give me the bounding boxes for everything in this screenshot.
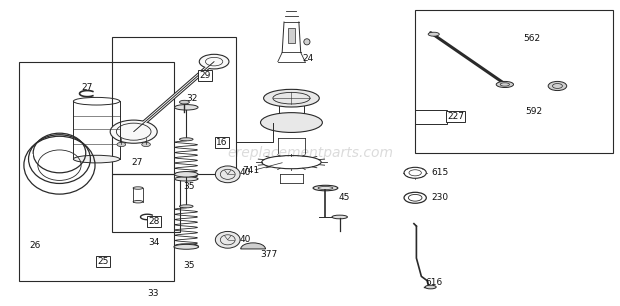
- Ellipse shape: [332, 215, 347, 219]
- Text: 40: 40: [240, 235, 251, 244]
- Circle shape: [110, 120, 157, 143]
- Bar: [19, 62, 174, 281]
- Ellipse shape: [174, 244, 198, 249]
- Text: 615: 615: [432, 168, 448, 177]
- Ellipse shape: [174, 177, 198, 181]
- Ellipse shape: [179, 100, 189, 104]
- Ellipse shape: [174, 105, 198, 110]
- Bar: [288, 28, 295, 43]
- Ellipse shape: [313, 185, 338, 191]
- Bar: [415, 10, 613, 153]
- Ellipse shape: [304, 39, 310, 45]
- Ellipse shape: [215, 231, 240, 248]
- Text: 25: 25: [97, 257, 108, 266]
- Ellipse shape: [179, 138, 193, 141]
- Ellipse shape: [496, 81, 513, 88]
- Text: 592: 592: [525, 107, 542, 116]
- Ellipse shape: [133, 187, 143, 189]
- Ellipse shape: [428, 32, 440, 36]
- Ellipse shape: [73, 155, 120, 163]
- Text: 16: 16: [216, 138, 228, 147]
- Ellipse shape: [174, 244, 198, 248]
- Text: 29: 29: [199, 71, 211, 80]
- Ellipse shape: [174, 172, 198, 177]
- Text: 24: 24: [303, 54, 314, 63]
- Text: 35: 35: [183, 182, 195, 191]
- Bar: [112, 37, 236, 174]
- Text: 27: 27: [131, 158, 143, 167]
- Text: 377: 377: [260, 250, 278, 259]
- Text: 40: 40: [240, 168, 251, 177]
- Text: 34: 34: [148, 238, 159, 247]
- Bar: [415, 110, 448, 124]
- Ellipse shape: [264, 89, 319, 107]
- Text: 741: 741: [242, 166, 259, 175]
- Ellipse shape: [215, 166, 240, 183]
- Text: 45: 45: [339, 193, 350, 202]
- Text: ereplacementparts.com: ereplacementparts.com: [227, 146, 393, 160]
- Circle shape: [117, 142, 126, 147]
- Circle shape: [199, 54, 229, 69]
- Text: 227: 227: [447, 112, 464, 121]
- Ellipse shape: [179, 205, 193, 208]
- Text: 26: 26: [29, 241, 40, 250]
- Text: 230: 230: [432, 193, 448, 202]
- Text: 562: 562: [523, 34, 540, 43]
- Text: 32: 32: [187, 94, 198, 103]
- Ellipse shape: [425, 285, 436, 289]
- Text: 35: 35: [183, 261, 195, 270]
- Circle shape: [548, 81, 567, 91]
- Text: 33: 33: [148, 289, 159, 298]
- Text: 27: 27: [82, 83, 93, 92]
- Bar: [112, 174, 180, 232]
- Text: 616: 616: [425, 278, 442, 287]
- Text: 28: 28: [148, 217, 160, 226]
- Circle shape: [142, 142, 151, 147]
- Ellipse shape: [260, 113, 322, 132]
- Wedge shape: [241, 243, 265, 249]
- Ellipse shape: [133, 200, 143, 203]
